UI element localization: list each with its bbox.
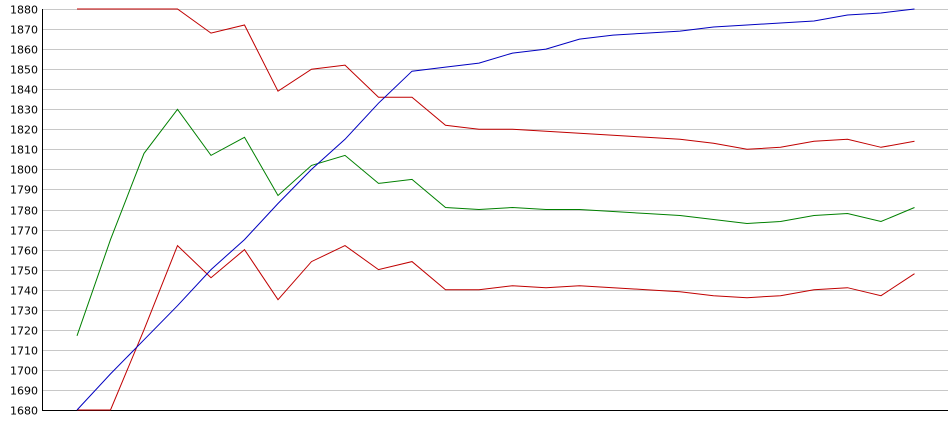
y-tick-label: 1830 xyxy=(10,104,38,117)
grid xyxy=(42,9,948,411)
y-tick-label: 1680 xyxy=(10,405,38,418)
y-tick-label: 1750 xyxy=(10,265,38,278)
y-tick-label: 1850 xyxy=(10,64,38,77)
y-tick-label: 1690 xyxy=(10,385,38,398)
y-tick-label: 1770 xyxy=(10,225,38,238)
y-tick-label: 1860 xyxy=(10,44,38,57)
y-tick-label: 1820 xyxy=(10,124,38,137)
y-tick-label: 1710 xyxy=(10,345,38,358)
y-tick-label: 1800 xyxy=(10,164,38,177)
y-tick-label: 1740 xyxy=(10,285,38,298)
y-axis-tick-labels: 1680 1690 1700 1710 1720 1730 1740 1750 1760 1770… xyxy=(10,4,38,418)
y-tick-label: 1780 xyxy=(10,205,38,218)
y-tick-label: 1700 xyxy=(10,365,38,378)
series xyxy=(76,8,915,411)
y-tick-label: 1840 xyxy=(10,84,38,97)
series-line-4 xyxy=(76,8,915,411)
y-tick-label: 1880 xyxy=(10,4,38,17)
series-line-1 xyxy=(77,8,915,150)
y-tick-label: 1760 xyxy=(10,245,38,258)
y-tick-label: 1730 xyxy=(10,305,38,318)
series-line-2 xyxy=(76,108,915,336)
y-tick-label: 1810 xyxy=(10,144,38,157)
series-line-3 xyxy=(77,244,915,411)
y-tick-label: 1720 xyxy=(10,325,38,338)
y-tick-label: 1870 xyxy=(10,24,38,37)
y-tick-label: 1790 xyxy=(10,184,38,197)
